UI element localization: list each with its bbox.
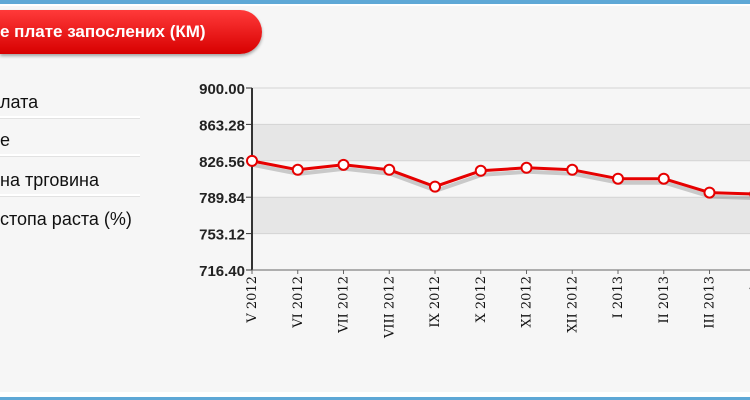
y-tick-label: 826.56	[199, 154, 245, 171]
series-menu-item-4[interactable]: стопа раста (%)	[0, 209, 132, 229]
series-menu-item-3[interactable]: на трговина	[0, 170, 99, 190]
data-point[interactable]	[566, 163, 579, 176]
series-menu-item-1[interactable]: лата	[0, 92, 39, 112]
x-tick-label: XII 2012	[565, 276, 580, 333]
y-tick-label: 863.28	[199, 117, 245, 134]
title-banner	[0, 10, 262, 54]
menu-divider	[0, 194, 140, 197]
data-point[interactable]	[474, 164, 487, 177]
y-tick-label: 753.12	[199, 227, 245, 244]
menu-divider	[0, 154, 140, 157]
x-tick-labels: V 2012 VI 2012 VII 2012 VIII 2012 IX 2012 X 2…	[245, 270, 750, 339]
x-tick-label: VII 2012	[337, 276, 352, 334]
plot-band	[252, 197, 750, 234]
data-point[interactable]	[520, 161, 533, 174]
data-point[interactable]	[612, 172, 624, 185]
data-point[interactable]	[291, 163, 304, 176]
data-point[interactable]	[429, 180, 441, 193]
plot-bands	[252, 87, 750, 271]
series-shadow	[252, 162, 750, 200]
data-point[interactable]	[383, 163, 396, 176]
x-tick-label: IV 2013	[748, 276, 750, 328]
y-tick-label: 789.84	[199, 190, 246, 207]
data-point[interactable]	[703, 186, 716, 199]
y-tick-label: 716.40	[199, 263, 245, 280]
y-tick-labels: 900.00 863.28 826.56 789.84 753.12 716.40	[199, 81, 252, 280]
y-tick-label: 900.00	[199, 81, 245, 98]
chart-title: е плате запослених (КМ)	[0, 22, 206, 41]
x-tick-label: I 2013	[611, 276, 626, 318]
x-tick-label: III 2013	[703, 276, 718, 329]
x-tick-label: V 2012	[245, 276, 260, 324]
x-tick-label: X 2012	[474, 276, 489, 322]
x-tick-label: IX 2012	[428, 276, 443, 328]
plot-band	[252, 124, 750, 161]
x-tick-label: VIII 2012	[382, 276, 397, 339]
series-menu-item-2[interactable]: е	[0, 130, 11, 150]
x-tick-label: II 2013	[657, 276, 672, 324]
data-point[interactable]	[246, 154, 258, 167]
x-tick-label: XI 2012	[520, 276, 535, 328]
data-point[interactable]	[337, 158, 350, 171]
data-point[interactable]	[657, 172, 670, 185]
menu-divider	[0, 116, 140, 119]
series-layer	[246, 154, 750, 200]
x-tick-label: VI 2012	[291, 276, 306, 329]
series-line	[251, 159, 750, 196]
